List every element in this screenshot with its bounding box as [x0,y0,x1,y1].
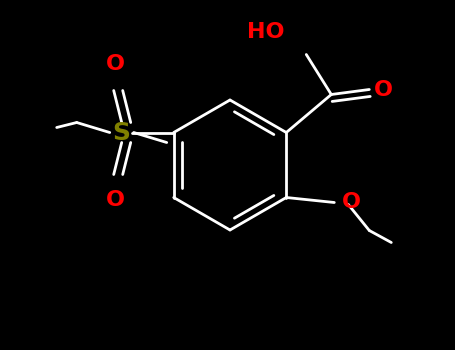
Text: O: O [374,79,393,99]
Text: O: O [106,190,125,210]
Text: O: O [106,55,125,75]
Text: S: S [113,120,131,145]
Text: HO: HO [247,22,284,42]
Text: O: O [342,193,361,212]
